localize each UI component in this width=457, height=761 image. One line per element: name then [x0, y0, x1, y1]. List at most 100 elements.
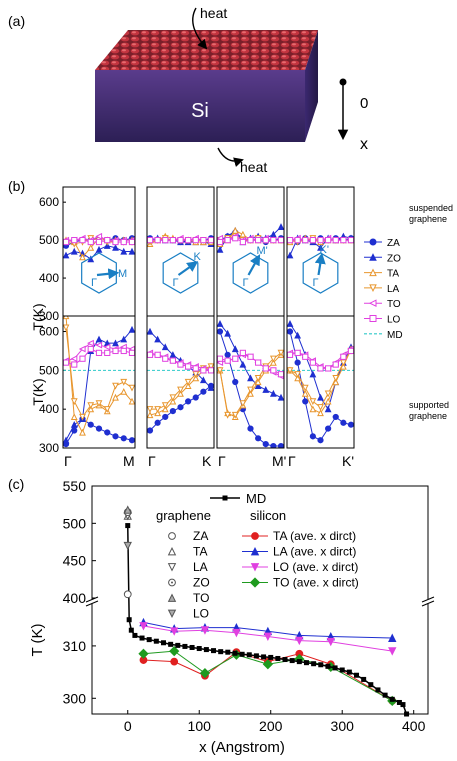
point-lo — [207, 367, 214, 374]
point-za — [147, 427, 154, 434]
x-label-endpoint: K — [202, 453, 212, 469]
point-lo — [217, 238, 224, 246]
point-la — [95, 400, 103, 408]
point-lo — [104, 349, 111, 356]
point-ta — [87, 243, 95, 251]
silicon-point — [200, 626, 210, 635]
legend-marker-ta — [369, 268, 377, 277]
inset-point-label: M — [118, 268, 127, 280]
point-to — [103, 343, 111, 351]
x-tick-label: 0 — [124, 718, 132, 734]
graphene-point-to — [123, 505, 132, 514]
point-lo — [255, 359, 262, 366]
md-point — [261, 654, 267, 660]
md-point — [396, 699, 402, 705]
subplot-frame — [216, 186, 285, 317]
point-lo — [262, 365, 269, 372]
legend-graphene-label: TA — [193, 545, 207, 559]
point-za — [112, 433, 119, 440]
point-lo — [340, 353, 347, 360]
point-la — [269, 355, 277, 363]
point-lo — [162, 355, 169, 362]
point-zo — [317, 393, 324, 401]
md-point — [339, 667, 345, 673]
md-point — [160, 640, 166, 646]
point-lo — [277, 371, 284, 378]
point-lo — [239, 238, 246, 246]
legend-label: ZA — [387, 238, 400, 249]
point-lo — [200, 237, 207, 244]
axis-break-right-gap — [424, 599, 432, 603]
point-za — [95, 425, 103, 432]
point-lo — [71, 361, 78, 368]
md-point — [239, 651, 245, 657]
graphene-point-lo — [123, 541, 132, 551]
y-tick-label: 450 — [63, 553, 87, 569]
md-point — [132, 632, 138, 638]
md-point — [296, 659, 302, 665]
point-za — [302, 398, 309, 405]
point-za — [87, 421, 94, 428]
silicon-point — [388, 647, 397, 656]
point-la — [207, 363, 214, 371]
legend-item-lo: LO — [364, 315, 401, 326]
point-ta — [161, 405, 169, 413]
point-la — [120, 378, 128, 386]
panel-b-ytick-label: 300 — [39, 441, 59, 455]
point-za — [262, 441, 269, 448]
point-za — [287, 328, 294, 335]
point-zo — [287, 251, 294, 259]
point-za — [217, 328, 224, 335]
x-tick-label: 300 — [331, 718, 355, 734]
md-point — [303, 660, 309, 666]
point-lo — [270, 367, 277, 374]
point-ta — [120, 387, 128, 395]
panel-b-ylabel-top: T(K) — [30, 303, 46, 330]
point-lo — [154, 351, 161, 358]
point-lo — [302, 353, 309, 360]
point-zo — [277, 223, 284, 230]
supported-label-line1: supported — [409, 400, 449, 410]
point-zo — [169, 351, 177, 358]
point-zo — [70, 420, 78, 428]
panel-a: (a) Si heat heat 0 x — [8, 5, 368, 175]
point-zo — [287, 320, 294, 327]
silicon-point — [232, 628, 241, 638]
point-zo — [217, 245, 224, 253]
point-lo — [309, 237, 316, 244]
depth-axis-zero: 0 — [360, 95, 368, 112]
silicon-point — [138, 648, 149, 659]
point-lo — [177, 237, 184, 244]
point-la — [103, 406, 111, 413]
point-lo — [332, 361, 339, 368]
point-lo — [224, 237, 231, 244]
point-zo — [247, 374, 254, 382]
point-lo — [192, 237, 199, 244]
legend-marker-la — [369, 284, 377, 293]
point-ta — [294, 374, 302, 382]
point-la — [161, 402, 169, 410]
point-lo — [302, 237, 309, 244]
panel-a-label: (a) — [8, 13, 25, 29]
inset-gamma-label: Γ — [313, 277, 319, 289]
point-lo — [340, 237, 347, 244]
point-lo — [120, 238, 127, 246]
legend-graphene-marker — [167, 609, 177, 619]
subplot-supported-3: Γ M' — [216, 315, 286, 469]
silicon-point — [170, 627, 179, 636]
point-lo — [239, 349, 246, 356]
point-lo — [112, 238, 119, 246]
point-ta — [79, 253, 86, 261]
panel-b-ytick-label: 600 — [39, 195, 59, 209]
graphene-point-za — [123, 590, 132, 599]
point-ta — [154, 409, 162, 417]
point-zo — [154, 335, 162, 343]
md-point — [182, 643, 188, 649]
point-za — [192, 394, 199, 401]
point-la — [254, 375, 262, 382]
md-point — [189, 644, 195, 650]
point-ta — [79, 428, 86, 436]
x-label-endpoint: K' — [342, 453, 354, 469]
point-lo — [232, 235, 239, 242]
